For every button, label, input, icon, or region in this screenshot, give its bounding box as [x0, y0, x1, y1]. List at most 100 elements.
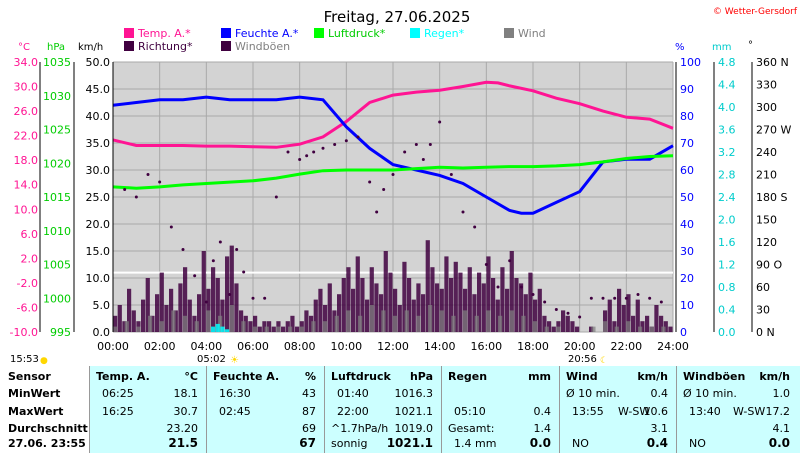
kmh-tick-label: 25.0 [86, 191, 111, 204]
legend: Temp. A.* Feuchte A.* Luftdruck* Regen* Wind… [124, 27, 546, 53]
gust-day-avg: 4.1 [772, 422, 791, 435]
humidity-tick-label: 80 [680, 110, 694, 123]
wind-bar [173, 310, 178, 332]
humidity-header: Feuchte A. [213, 370, 280, 383]
sunset-label: 20:56 [568, 354, 597, 365]
stats-col-sensor: Sensor MinWert MaxWert Durchschnitt 27.0… [0, 366, 89, 453]
wind-bar [113, 326, 118, 332]
sun-icon: ☀ [230, 355, 239, 366]
direction-point [543, 300, 547, 304]
direction-point [554, 308, 558, 311]
temp-tick-label: 34.0 [14, 56, 39, 69]
direction-point [496, 285, 500, 289]
wind-bar [509, 310, 514, 332]
wind-bar [332, 310, 337, 332]
wind-day-avg: 3.1 [650, 422, 669, 435]
wind-bar [498, 315, 503, 332]
wind-bar [369, 267, 374, 332]
humidity-current: 67 [299, 436, 316, 450]
legend-label: Wind [518, 27, 546, 40]
wind-bar [486, 256, 491, 332]
series-line [112, 95, 674, 215]
humidity-min: 43 [302, 387, 316, 400]
direction-tick-label: 270 W [756, 124, 791, 137]
wind-bar [393, 288, 398, 332]
direction-point [508, 259, 512, 263]
legend-label: Temp. A.* [137, 27, 191, 40]
wind-bar [194, 321, 199, 332]
gust-avg-label: Ø 10 min. [683, 387, 737, 400]
x-tick-label: 12:00 [377, 340, 409, 353]
wind-bar [435, 283, 440, 332]
wind-bar [295, 326, 300, 332]
wind-bar [626, 294, 631, 332]
kmh-tick-label: 5.0 [93, 299, 111, 312]
direction-point [624, 296, 628, 300]
wind-bar [159, 272, 164, 332]
rain-sum-label: 1.4 mm [454, 437, 497, 450]
wind-bar [365, 299, 370, 332]
wind-bar [528, 272, 533, 332]
wind-avg: 0.4 [650, 387, 669, 400]
humidity-max-time: 02:45 [219, 405, 251, 418]
wind-bar [521, 315, 526, 332]
legend-label: Feuchte A.* [235, 27, 299, 40]
wind-bar [122, 321, 127, 332]
kmh-tick-label: 10.0 [86, 272, 111, 285]
kmh-tick-label: 50.0 [86, 56, 111, 69]
rain-tick-label: 4.0 [718, 101, 736, 114]
wind-bar [570, 321, 575, 332]
direction-point [403, 150, 407, 154]
series-line [112, 80, 674, 149]
wind-bar [264, 326, 269, 332]
wind-bar [500, 267, 505, 332]
direction-tick-label: 300 [756, 101, 777, 114]
wind-bar [661, 326, 666, 332]
wind-bar [299, 326, 304, 332]
wind-bar [481, 283, 486, 332]
rain-total: 1.4 [533, 422, 552, 435]
x-tick-label: 06:00 [237, 340, 269, 353]
pressure-tick-label: 1025 [43, 124, 71, 137]
wind-bar [239, 310, 244, 332]
wind-bar [358, 315, 363, 332]
wind-bar [477, 272, 482, 332]
pressure-min-time: 01:40 [337, 387, 369, 400]
direction-point [589, 296, 593, 300]
direction-point [659, 300, 663, 304]
wind-bar [187, 299, 192, 332]
pressure-trend: 1019.0 [394, 422, 434, 435]
wind-bar [220, 299, 225, 332]
wind-bar [561, 310, 566, 332]
wind-bar [544, 326, 549, 332]
wind-bar [654, 305, 659, 332]
direction-point [228, 293, 232, 296]
wind-bar [374, 283, 379, 332]
copyright-label: © Wetter-Gersdorf [713, 7, 798, 17]
direction-tick-label: 60 [756, 281, 770, 294]
stats-col-humidity: Feuchte A.% 16:30 43 02:45 87 69 67 [206, 366, 324, 453]
wind-bar [411, 299, 416, 332]
direction-point [636, 293, 640, 296]
wind-bar [379, 294, 384, 332]
wind-bar [458, 272, 463, 332]
direction-point [566, 311, 570, 315]
wind-bar [276, 326, 281, 332]
wind-bar [397, 305, 402, 332]
direction-point [235, 248, 239, 251]
direction-tick-label: 120 [756, 236, 777, 249]
humidity-tick-label: 50 [680, 191, 694, 204]
temp-min: 18.1 [173, 387, 199, 400]
direction-point [298, 158, 302, 161]
legend-label: Luftdruck* [328, 27, 386, 40]
temp-tick-label: 18.0 [14, 154, 39, 167]
x-tick-label: 00:00 [97, 340, 129, 353]
wind-bar [369, 305, 374, 332]
legend-swatch [504, 28, 514, 38]
temp-tick-label: 26.0 [14, 105, 39, 118]
temp-tick-label: 14.0 [14, 179, 39, 192]
wind-bar [346, 267, 351, 332]
temp-tick-label: 2.0 [21, 252, 39, 265]
temp-tick-label: -10.0 [10, 326, 38, 339]
direction-point [519, 285, 523, 289]
